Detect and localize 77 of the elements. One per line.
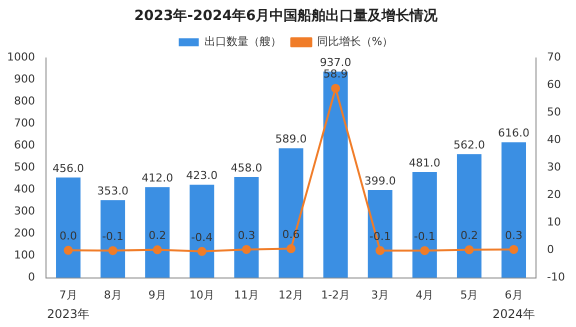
bar xyxy=(456,154,482,278)
y2-tick-label: 50 xyxy=(547,106,562,119)
data-label: 456.0 xyxy=(52,162,84,175)
y-tick-label: 0 xyxy=(28,270,35,284)
point xyxy=(420,246,430,256)
x-tick-label: 5月 xyxy=(460,288,478,302)
bar xyxy=(502,142,526,278)
y2-tick-label: 60 xyxy=(547,78,562,92)
point xyxy=(509,244,518,254)
point xyxy=(286,244,296,254)
text: 2024年 xyxy=(492,307,536,322)
data-label: 0.3 xyxy=(238,228,256,242)
y-tick-label: 400 xyxy=(14,182,35,196)
y-tick-label: 500 xyxy=(14,160,35,174)
y2-tick-label: 20 xyxy=(547,188,562,202)
point xyxy=(464,245,474,254)
data-label: 589.0 xyxy=(275,132,307,146)
data-label: 0.2 xyxy=(460,229,478,242)
point xyxy=(64,246,73,255)
bar xyxy=(278,148,304,278)
x-tick-label: 7月 xyxy=(59,288,78,302)
x-tick-label: 3月 xyxy=(371,288,390,302)
x-tick-label: 10月 xyxy=(189,288,214,302)
point xyxy=(152,245,162,254)
bar xyxy=(234,177,259,278)
data-label: 58.9 xyxy=(323,68,348,81)
data-label: 399.0 xyxy=(364,174,396,188)
bar xyxy=(190,184,214,278)
legend-label: 出口数量（艘） xyxy=(204,35,282,48)
data-label: -0.1 xyxy=(414,230,436,243)
y-tick-label: 200 xyxy=(14,226,35,240)
x-tick-label: 8月 xyxy=(104,288,122,302)
point xyxy=(376,246,385,256)
data-label: 0.3 xyxy=(505,228,523,242)
x-tick-label: 4月 xyxy=(416,288,434,302)
y-tick-label: 600 xyxy=(14,138,35,152)
chart-title: 2023年-2024年6月中国船舶出口量及增长情况 xyxy=(134,8,439,24)
data-label: 481.0 xyxy=(408,156,440,170)
bar xyxy=(145,187,170,278)
data-label: 412.0 xyxy=(142,172,174,185)
bar xyxy=(368,190,392,278)
bar xyxy=(100,200,126,278)
data-label: 616.0 xyxy=(498,126,530,140)
legend-label: 同比增长（%） xyxy=(316,35,394,48)
point xyxy=(108,246,118,256)
bar xyxy=(56,177,81,278)
x-tick-label: 12月 xyxy=(278,288,304,302)
x-tick-label: 9月 xyxy=(148,288,166,302)
y2-tick-label: 10 xyxy=(547,216,562,229)
data-label: 0.0 xyxy=(60,230,78,243)
point xyxy=(197,246,206,256)
y2-tick-label: 40 xyxy=(547,133,562,146)
y-tick-label: 900 xyxy=(14,72,35,86)
data-label: 0.2 xyxy=(148,229,166,242)
y-tick-label: 800 xyxy=(14,94,35,108)
y-tick-label: 100 xyxy=(14,248,35,262)
data-label: 423.0 xyxy=(186,169,218,182)
data-label: 353.0 xyxy=(97,184,129,198)
text: 2023年 xyxy=(46,307,90,322)
y2-tick-label: 70 xyxy=(547,50,562,64)
y2-tick-label: 30 xyxy=(547,160,562,174)
data-label: -0.1 xyxy=(102,230,124,243)
y-tick-label: 700 xyxy=(14,116,35,130)
data-label: -0.4 xyxy=(191,230,213,244)
data-label: 458.0 xyxy=(230,161,262,174)
y2-tick-label: 0 xyxy=(547,243,554,256)
data-label: 937.0 xyxy=(320,56,352,70)
y-tick-label: 300 xyxy=(14,204,35,218)
bar xyxy=(412,172,437,278)
x-tick-label: 1-2月 xyxy=(321,288,350,302)
x-tick-label: 6月 xyxy=(504,288,523,302)
point xyxy=(331,84,340,93)
y-tick-label: 1000 xyxy=(6,50,35,64)
x-tick-label: 11月 xyxy=(234,288,259,302)
point xyxy=(242,244,251,254)
data-label: 562.0 xyxy=(453,138,485,152)
y2-tick-label: -10 xyxy=(547,270,565,284)
